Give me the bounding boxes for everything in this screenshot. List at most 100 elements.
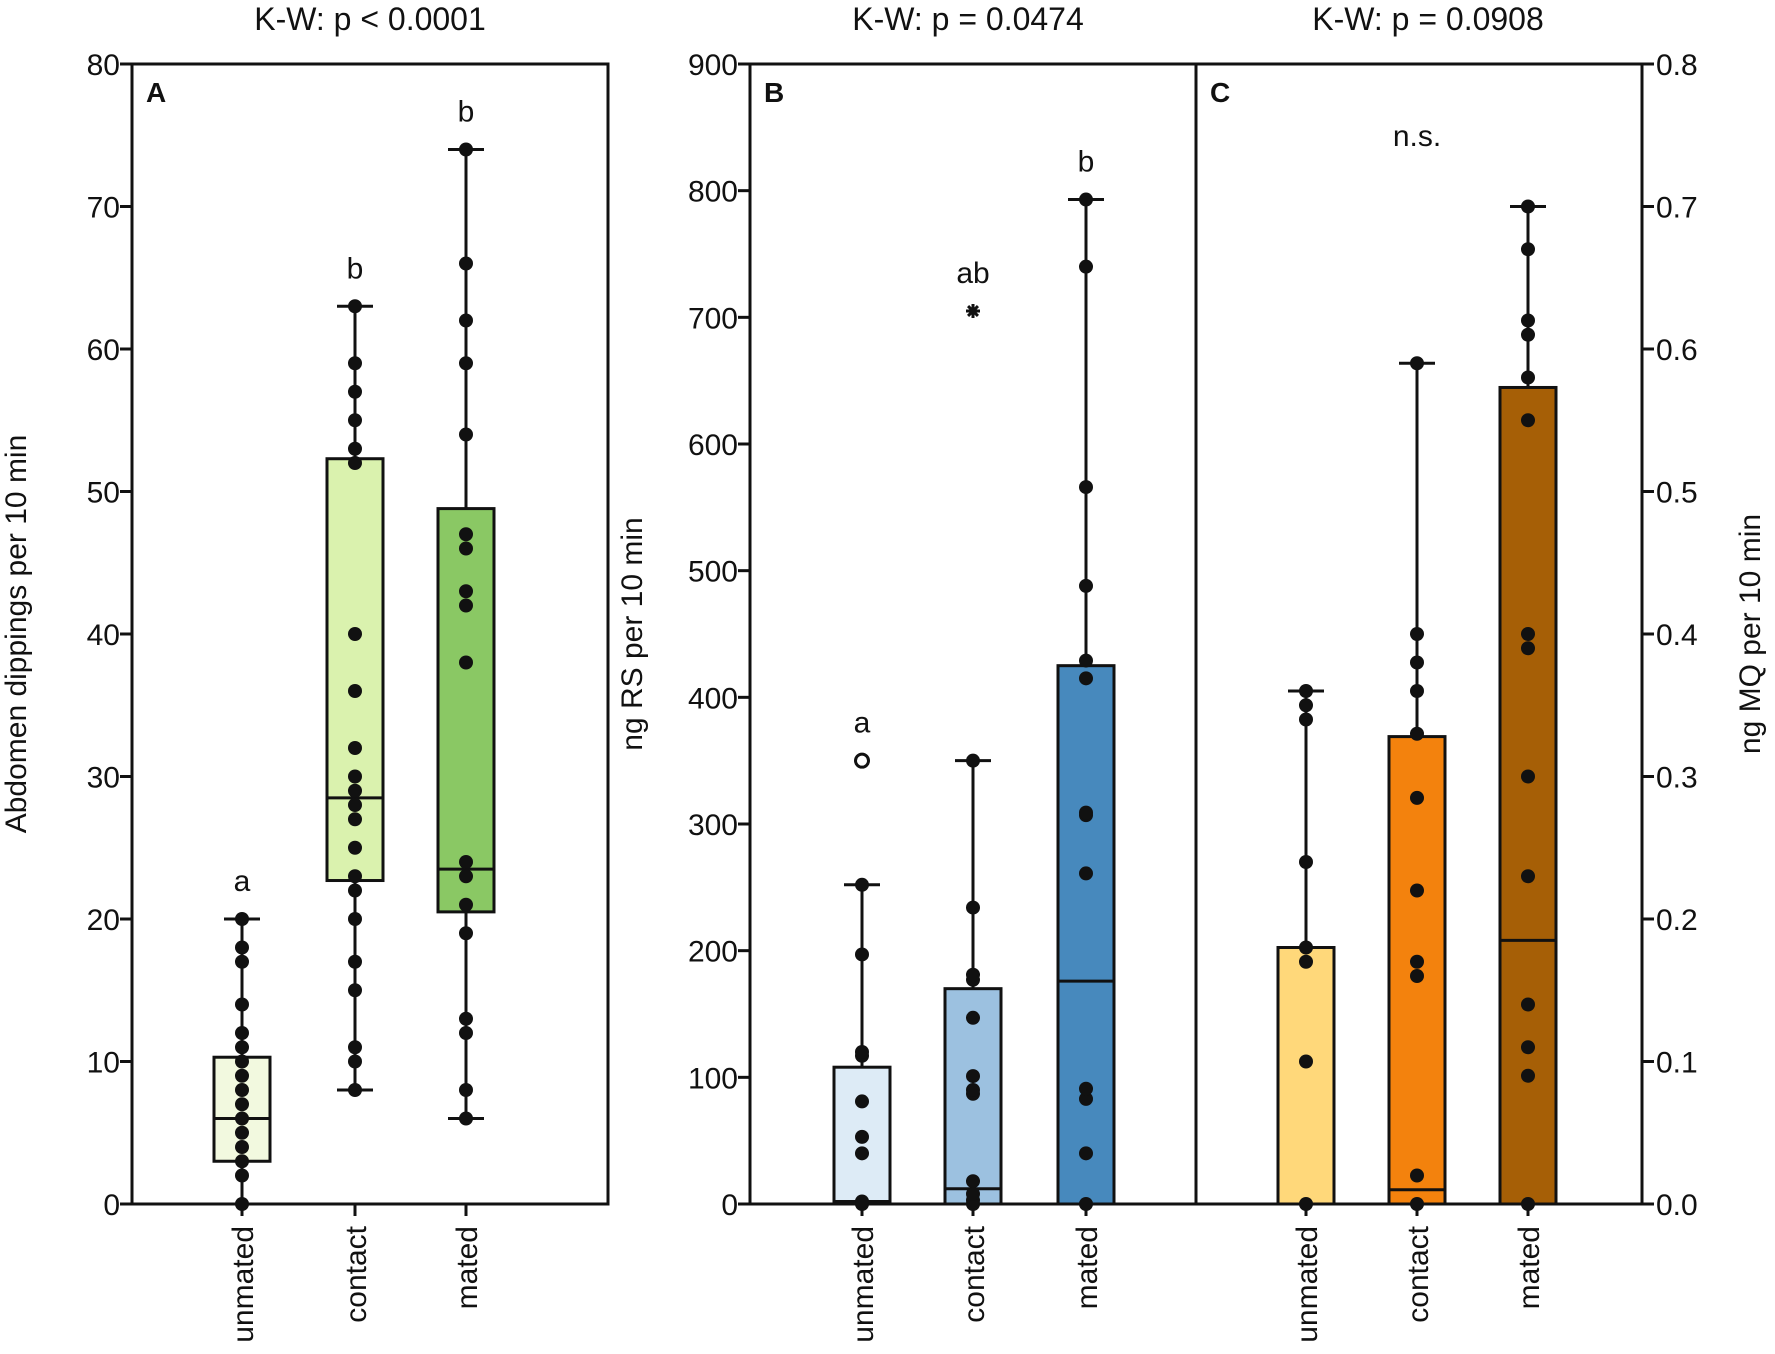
- data-point: [1410, 954, 1424, 969]
- data-point: [1079, 805, 1093, 820]
- panel-title: K-W: p = 0.0474: [852, 1, 1084, 37]
- y-tick-label: 0.6: [1656, 334, 1698, 367]
- data-point: [1521, 997, 1535, 1012]
- data-point: [1299, 954, 1313, 969]
- y-tick-label: 40: [87, 619, 120, 652]
- y-tick-label: 10: [87, 1047, 120, 1080]
- y-tick-label: 20: [87, 904, 120, 937]
- y-tick-label: 0.7: [1656, 192, 1698, 225]
- y-tick-label: 0.1: [1656, 1047, 1698, 1080]
- data-point: [855, 1194, 869, 1209]
- data-point: [1521, 641, 1535, 656]
- y-tick-label: 0.5: [1656, 477, 1698, 510]
- data-point: [1079, 578, 1093, 593]
- data-point: [235, 1083, 249, 1097]
- y-tick-label: 0.8: [1656, 49, 1698, 82]
- data-point: [1521, 370, 1535, 385]
- panel-title: K-W: p = 0.0908: [1312, 1, 1544, 37]
- data-point: [235, 1168, 249, 1183]
- y-tick-label: 800: [688, 176, 738, 209]
- data-point: [348, 869, 362, 884]
- box-group-contact: ab contact: [943, 257, 1003, 1323]
- data-point: [1410, 655, 1424, 670]
- data-point: [1521, 313, 1535, 328]
- data-point: [235, 1040, 249, 1055]
- data-point: [348, 912, 362, 926]
- x-tick-label: unmated: [1291, 1226, 1324, 1343]
- data-point: [459, 869, 473, 884]
- data-point: [348, 769, 362, 784]
- y-tick-label: 70: [87, 192, 120, 225]
- data-point: [348, 954, 362, 969]
- data-point: [459, 313, 473, 328]
- panel-a: K-W: p < 0.0001 A 0 10 20 30 40 50 60 70 80 Abdomen…: [0, 1, 610, 1343]
- data-point: [855, 1129, 869, 1144]
- data-point: [235, 1125, 249, 1140]
- data-point: [235, 1054, 249, 1069]
- data-point: [1079, 192, 1093, 207]
- y-tick-label: 200: [688, 936, 738, 969]
- y-tick-label: 0.4: [1656, 619, 1698, 652]
- outlier-star-stroke: [966, 304, 980, 318]
- y-tick-label: 700: [688, 302, 738, 335]
- data-point: [459, 584, 473, 599]
- data-point: [235, 1068, 249, 1083]
- box-rect: [1056, 664, 1116, 1206]
- data-point: [855, 1094, 869, 1109]
- y-tick-label: 300: [688, 809, 738, 842]
- data-point: [1521, 199, 1535, 214]
- y-tick-label: 100: [688, 1062, 738, 1095]
- significance-letter: b: [458, 96, 475, 129]
- data-point: [459, 926, 473, 941]
- data-point: [966, 1083, 980, 1097]
- data-point: [1299, 940, 1313, 955]
- panel-letter: C: [1210, 77, 1230, 108]
- data-point: [1079, 866, 1093, 881]
- data-point: [1521, 1040, 1535, 1055]
- data-point: [1079, 1146, 1093, 1161]
- data-point: [459, 897, 473, 912]
- data-point: [1079, 480, 1093, 495]
- outlier-open: [854, 752, 870, 769]
- data-point: [1410, 627, 1424, 641]
- data-point: [966, 1069, 980, 1084]
- data-point: [348, 783, 362, 798]
- box-rect: [436, 507, 496, 914]
- data-point: [855, 877, 869, 892]
- data-point: [1079, 653, 1093, 668]
- x-tick-label: mated: [1513, 1226, 1546, 1309]
- box-group-mated: mated: [1498, 199, 1558, 1309]
- significance-letter: a: [234, 865, 251, 898]
- data-point: [1079, 1081, 1093, 1096]
- data-point: [235, 940, 249, 955]
- y-axis-label: Abdomen dippings per 10 min: [0, 435, 33, 834]
- y-tick-label: 0.3: [1656, 762, 1698, 795]
- data-point: [1521, 242, 1535, 257]
- data-point: [1410, 969, 1424, 983]
- data-point: [966, 900, 980, 915]
- data-point: [1521, 413, 1535, 428]
- y-tick-label: 0.2: [1656, 904, 1698, 937]
- data-point: [1299, 1054, 1313, 1069]
- panel-letter: A: [146, 77, 166, 108]
- y-tick-label: 0: [721, 1189, 738, 1222]
- y-tick-label: 400: [688, 682, 738, 715]
- data-point: [855, 1146, 869, 1161]
- data-point: [235, 912, 249, 926]
- data-point: [1521, 1068, 1535, 1083]
- data-point: [459, 1011, 473, 1026]
- panel-b: K-W: p = 0.0474 B 0 100 200 300 400 500 600 700 80…: [616, 1, 1196, 1343]
- y-tick-label: 30: [87, 762, 120, 795]
- data-point: [1299, 684, 1313, 698]
- box-rect: [1498, 385, 1558, 1206]
- data-point: [348, 413, 362, 428]
- y-axis-label: ng MQ per 10 min: [1734, 514, 1767, 754]
- y-tick-label: 0: [103, 1189, 120, 1222]
- box-group-contact: b contact: [325, 252, 385, 1323]
- data-point: [1079, 259, 1093, 274]
- data-point: [348, 812, 362, 827]
- outlier-star: [966, 304, 980, 318]
- box-group-unmated: unmated: [1276, 684, 1336, 1343]
- data-point: [966, 1174, 980, 1189]
